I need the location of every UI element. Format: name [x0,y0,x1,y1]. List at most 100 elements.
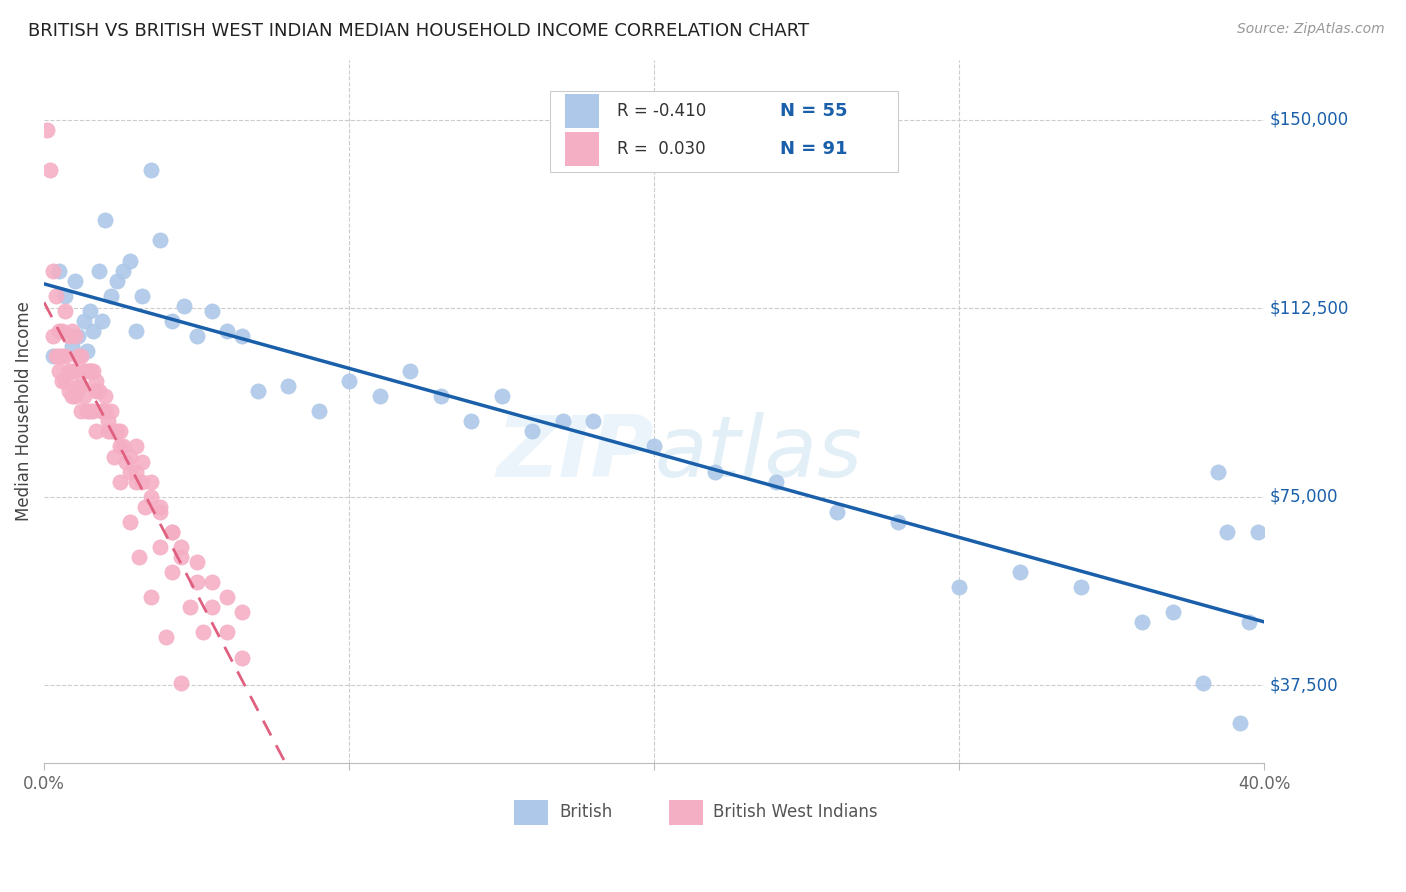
Y-axis label: Median Household Income: Median Household Income [15,301,32,521]
Point [1161,605,1184,619]
Point [73,314,96,328]
Text: $150,000: $150,000 [1270,111,1350,129]
Point [79,364,101,378]
Point [69,404,91,418]
Point [51,374,73,388]
Point [84,374,107,388]
Point [429,389,451,403]
Point [160,524,183,539]
Point [48,263,70,277]
Point [51,349,73,363]
Point [149,234,172,248]
Point [60,324,83,338]
Point [308,404,330,418]
Point [160,524,183,539]
FancyBboxPatch shape [550,91,898,172]
Point [1247,524,1270,539]
Point [643,440,665,454]
Point [201,303,224,318]
Point [368,389,391,403]
Point [1216,524,1239,539]
Point [231,650,253,665]
Point [60,389,83,403]
Point [491,389,513,403]
Point [91,314,114,328]
Point [1070,580,1092,594]
Point [139,475,162,489]
Point [1192,675,1215,690]
FancyBboxPatch shape [513,799,548,825]
Point [91,404,114,418]
Point [139,490,162,504]
Point [149,500,172,514]
Point [124,440,146,454]
Point [155,631,177,645]
Point [51,324,73,338]
Point [105,274,128,288]
Point [160,314,183,328]
Text: British: British [560,804,612,822]
Point [139,163,162,178]
Point [149,540,172,554]
Point [170,540,193,554]
Point [84,384,107,399]
Point [76,344,98,359]
Point [103,450,125,464]
Point [42,329,65,343]
Point [55,374,77,388]
Point [112,263,135,277]
Point [277,379,299,393]
Point [55,303,77,318]
Point [37,123,59,137]
Point [1206,465,1229,479]
Point [42,349,65,363]
Point [39,163,62,178]
FancyBboxPatch shape [565,94,599,128]
Point [66,329,89,343]
Point [231,605,253,619]
Point [948,580,970,594]
Point [186,329,208,343]
Text: R =  0.030: R = 0.030 [617,140,706,158]
Point [82,324,104,338]
Point [118,515,141,529]
Point [94,404,117,418]
Point [118,450,141,464]
Point [97,414,120,428]
Text: Source: ZipAtlas.com: Source: ZipAtlas.com [1237,22,1385,37]
Point [825,505,848,519]
Point [131,454,153,468]
Point [582,414,605,428]
Point [170,549,193,564]
Point [170,675,193,690]
Point [201,575,224,590]
Point [76,404,98,418]
Point [131,475,153,489]
Text: $75,000: $75,000 [1270,488,1339,506]
Point [79,364,101,378]
Point [179,600,201,615]
Point [124,324,146,338]
Point [551,414,574,428]
Point [91,404,114,418]
Point [94,213,117,227]
Point [105,425,128,439]
Point [149,505,172,519]
Point [128,549,150,564]
Point [58,329,80,343]
Point [115,454,138,468]
Point [191,625,214,640]
Point [887,515,910,529]
Point [79,404,101,418]
FancyBboxPatch shape [565,132,599,166]
Point [217,591,239,605]
Point [460,414,482,428]
Text: $37,500: $37,500 [1270,676,1339,694]
Point [173,299,195,313]
Point [246,384,269,399]
Point [42,263,65,277]
Point [63,274,86,288]
Point [112,440,135,454]
Point [87,384,110,399]
Point [110,425,132,439]
